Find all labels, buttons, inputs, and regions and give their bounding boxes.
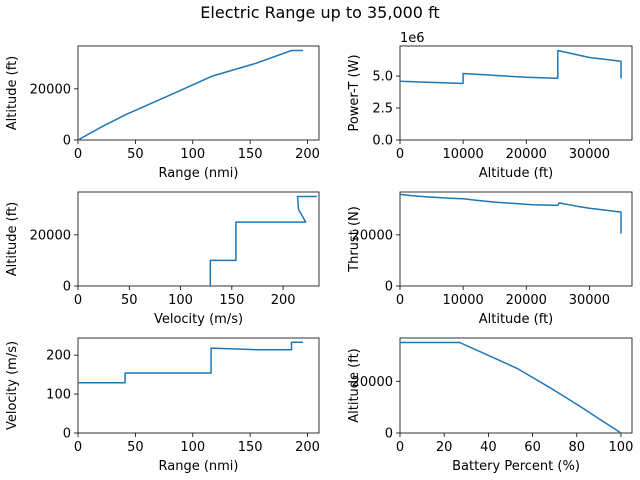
y-axis-label: Velocity (m/s) [5,341,20,430]
y-tick-label: 0.0 [372,134,393,149]
x-tick-label: 50 [127,440,144,455]
figure-title: Electric Range up to 35,000 ft [200,3,439,22]
y-tick-label: 20000 [352,228,393,243]
y-axis-label: Altitude (ft) [347,348,362,423]
x-tick-label: 100 [609,440,634,455]
x-tick-label: 60 [524,440,541,455]
axes-frame [77,191,320,287]
subplot-velocity-vs-range: 0 50 100 150 200 0 100 200 Range (nmi) Velocity (… [5,337,320,474]
x-tick-label: 100 [168,293,193,308]
x-tick-label: 200 [271,293,296,308]
y-axis-label: Power-T (W) [347,54,362,131]
y-axis-label: Altitude (ft) [5,202,20,277]
y-tick-label: 0 [385,280,393,295]
x-axis-label: Altitude (ft) [479,166,554,181]
y-tick-label: 0 [63,134,71,149]
series-line [209,195,317,286]
x-tick-label: 80 [568,440,585,455]
x-tick-label: 200 [295,440,320,455]
x-tick-label: 0 [396,147,404,162]
y-axis-label: Altitude (ft) [5,56,20,131]
x-tick-label: 50 [121,293,138,308]
x-tick-label: 0 [74,440,82,455]
y-tick-label: 20000 [352,375,393,390]
series-line [77,49,303,141]
x-tick-label: 150 [219,293,244,308]
y-tick-label: 0 [63,427,71,442]
x-axis-label: Altitude (ft) [479,312,554,327]
x-tick-label: 30000 [569,293,610,308]
y-tick-label: 200 [46,349,71,364]
x-tick-label: 50 [127,147,144,162]
x-tick-label: 150 [238,147,263,162]
subplot-altitude-vs-velocity: 0 50 100 150 200 0 20000 Velocity (m/s) Altitude… [5,191,320,327]
y-tick-label: 0 [385,427,393,442]
y-tick-label: 5.0 [372,70,393,85]
series-line [399,193,622,234]
x-axis-label: Range (nmi) [159,459,239,474]
subplot-altitude-vs-battery: 0 20 40 60 80 100 0 20000 Battery Percent (%) Alt… [347,337,634,474]
x-axis-label: Velocity (m/s) [154,312,243,327]
x-tick-label: 200 [295,147,320,162]
x-tick-label: 10000 [442,147,483,162]
x-tick-label: 0 [396,440,404,455]
x-axis-label: Battery Percent (%) [452,459,580,474]
x-tick-label: 20000 [506,147,547,162]
subplot-thrust-vs-altitude: 0 10000 20000 30000 0 20000 Altitude (ft) Thrus… [347,191,633,327]
x-tick-label: 20 [436,440,453,455]
y-tick-label: 100 [46,388,71,403]
y-scale-label: 1e6 [400,31,425,46]
x-tick-label: 150 [238,440,263,455]
subplot-altitude-vs-range: 0 50 100 150 200 0 20000 Range (nmi) Altitude (f… [5,45,320,181]
series-line [78,341,303,384]
x-tick-label: 0 [74,147,82,162]
series-line [399,49,622,85]
axes-frame [399,337,633,434]
x-tick-label: 20000 [506,293,547,308]
x-tick-label: 40 [480,440,497,455]
series-line [400,341,622,434]
x-tick-label: 0 [396,293,404,308]
y-tick-label: 20000 [30,228,71,243]
y-tick-label: 20000 [30,82,71,97]
x-axis-label: Range (nmi) [159,166,239,181]
x-tick-label: 100 [180,147,205,162]
x-tick-label: 100 [180,440,205,455]
x-tick-label: 10000 [442,293,483,308]
subplot-power-vs-altitude: 0 10000 20000 30000 0.0 2.5 5.0 Altitude (ft) Po… [347,31,633,181]
axes-frame [399,191,633,287]
x-tick-label: 0 [74,293,82,308]
axes-frame [77,45,320,141]
axes-frame [399,45,633,141]
y-tick-label: 0 [63,280,71,295]
y-tick-label: 2.5 [372,102,393,117]
axes-frame [77,337,320,434]
y-axis-label: Thrust (N) [347,206,362,273]
x-tick-label: 30000 [569,147,610,162]
